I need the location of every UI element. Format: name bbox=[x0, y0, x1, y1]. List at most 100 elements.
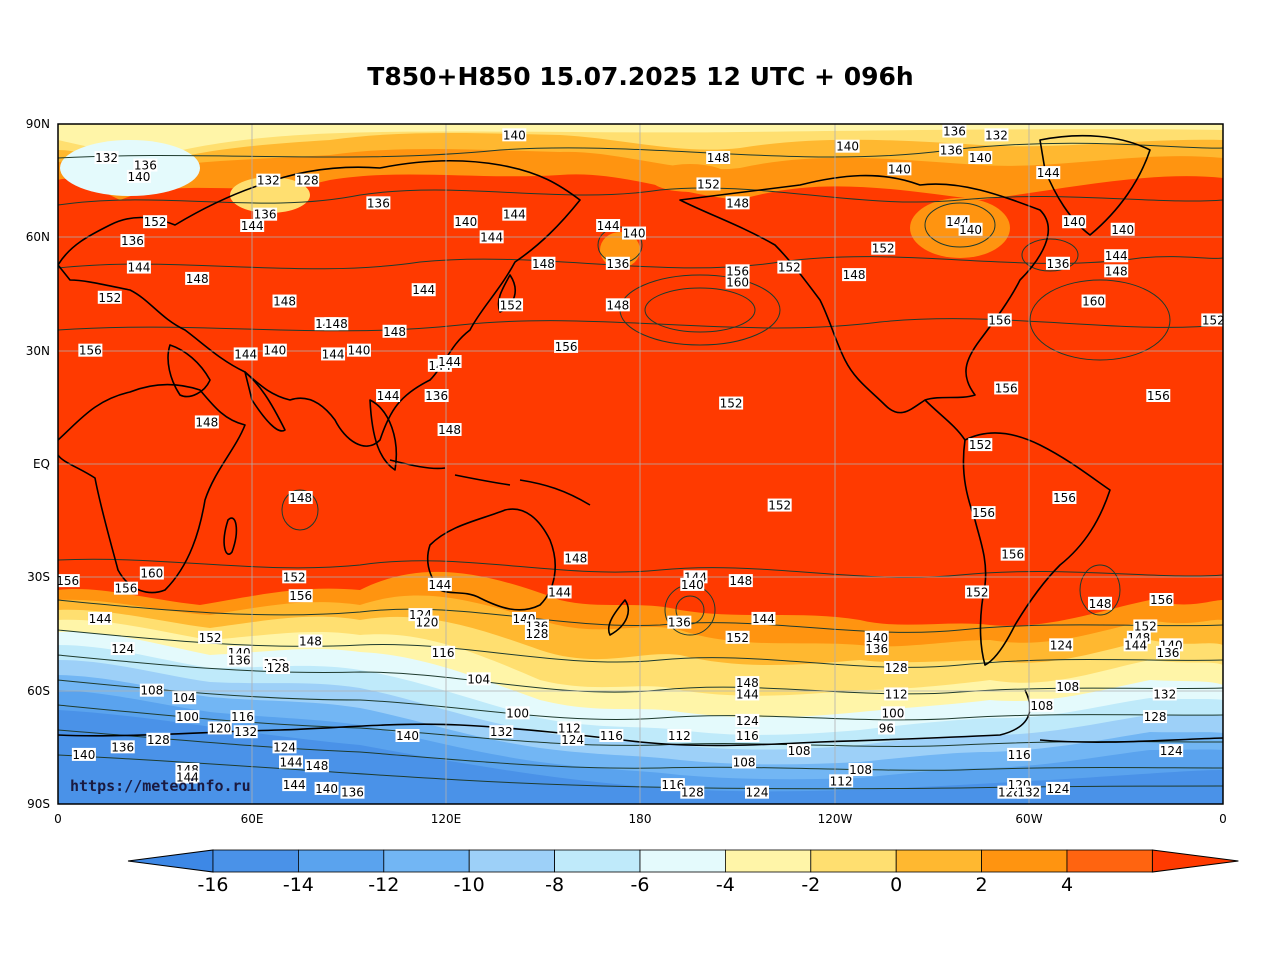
svg-text:136: 136 bbox=[606, 257, 629, 271]
contour-label: 140 bbox=[968, 151, 993, 165]
svg-text:132: 132 bbox=[95, 151, 118, 165]
contour-label: 128 bbox=[680, 785, 705, 800]
contour-label: 140 bbox=[835, 139, 860, 154]
svg-text:128: 128 bbox=[296, 174, 319, 188]
svg-text:124: 124 bbox=[746, 786, 769, 800]
contour-label: 144 bbox=[547, 585, 572, 599]
contour-label: 144 bbox=[411, 283, 436, 297]
svg-text:152: 152 bbox=[199, 631, 222, 645]
contour-label: 160 bbox=[139, 566, 164, 581]
southern-cool-region bbox=[58, 710, 1223, 804]
svg-text:136: 136 bbox=[1157, 646, 1180, 660]
svg-text:124: 124 bbox=[1050, 638, 1073, 652]
contour-label: 144 bbox=[321, 347, 346, 361]
svg-text:152: 152 bbox=[872, 242, 895, 256]
svg-text:144: 144 bbox=[1037, 166, 1060, 180]
contour-label: 132 bbox=[233, 725, 258, 739]
colorbar-label: -6 bbox=[630, 874, 650, 896]
contour-label: 156 bbox=[113, 581, 138, 596]
contour-label: 124 bbox=[560, 732, 585, 747]
x-tick-180: 180 bbox=[628, 812, 652, 826]
svg-text:152: 152 bbox=[144, 215, 167, 229]
contour-label: 152 bbox=[777, 260, 802, 275]
contour-label: 136 bbox=[1045, 256, 1070, 271]
svg-text:120: 120 bbox=[415, 616, 438, 630]
x-tick-60e: 60E bbox=[240, 812, 264, 826]
svg-text:160: 160 bbox=[140, 567, 163, 581]
svg-text:132: 132 bbox=[234, 725, 257, 739]
map-frame bbox=[57, 123, 1224, 805]
svg-text:108: 108 bbox=[849, 763, 872, 777]
contour-label: 144 bbox=[1123, 638, 1148, 652]
contour-label: 148 bbox=[1088, 596, 1113, 611]
svg-text:108: 108 bbox=[788, 744, 811, 758]
svg-text:144: 144 bbox=[597, 219, 620, 233]
contour-label: 108 bbox=[1055, 679, 1080, 694]
svg-text:156: 156 bbox=[56, 574, 79, 588]
contour-label: 128 bbox=[884, 661, 909, 675]
svg-text:128: 128 bbox=[681, 786, 704, 800]
contour-label: 140 bbox=[887, 162, 912, 176]
eurasia-outline bbox=[58, 159, 581, 447]
x-tick-0-east: 0 bbox=[1219, 812, 1227, 826]
svg-text:136: 136 bbox=[367, 196, 390, 210]
svg-text:144: 144 bbox=[548, 585, 571, 599]
contour-label: 140 bbox=[314, 781, 339, 796]
contour-label: 136 bbox=[133, 158, 158, 173]
contour-label: 140 bbox=[680, 577, 705, 592]
svg-text:156: 156 bbox=[555, 340, 578, 354]
contour-label: 124 bbox=[745, 785, 769, 800]
svg-text:144: 144 bbox=[1124, 638, 1147, 652]
svg-text:156: 156 bbox=[1150, 593, 1173, 607]
arctic-cool-region bbox=[58, 124, 1223, 165]
svg-text:148: 148 bbox=[606, 298, 629, 312]
svg-text:152: 152 bbox=[768, 499, 791, 513]
svg-text:128: 128 bbox=[147, 733, 170, 747]
svg-text:140: 140 bbox=[969, 151, 992, 165]
north-america-outline bbox=[679, 174, 1050, 414]
contour-label: 152 bbox=[871, 241, 896, 256]
svg-text:124: 124 bbox=[111, 642, 134, 656]
contour-label: 96 bbox=[877, 721, 895, 735]
y-tick-30s: 30S bbox=[27, 570, 50, 584]
contour-label: 140 bbox=[126, 169, 151, 184]
svg-text:156: 156 bbox=[995, 381, 1018, 395]
svg-text:148: 148 bbox=[273, 295, 296, 309]
contour-label: 140 bbox=[346, 343, 371, 358]
svg-text:156: 156 bbox=[1053, 491, 1076, 505]
svg-text:148: 148 bbox=[1105, 264, 1128, 278]
svg-text:152: 152 bbox=[98, 291, 121, 305]
contour-label: 144 bbox=[240, 219, 265, 233]
contour-label: 116 bbox=[1007, 747, 1032, 762]
contour-label: 136 bbox=[424, 389, 449, 403]
svg-text:144: 144 bbox=[752, 612, 775, 626]
svg-text:116: 116 bbox=[432, 646, 455, 660]
contour-label: 156 bbox=[1146, 389, 1171, 403]
contour-label: 144 bbox=[1104, 249, 1129, 263]
svg-text:144: 144 bbox=[234, 347, 257, 361]
contour-label: 156 bbox=[78, 343, 103, 358]
contour-label: 108 bbox=[848, 763, 873, 777]
contour-label: 152 bbox=[965, 585, 990, 599]
svg-text:140: 140 bbox=[315, 782, 338, 796]
svg-text:112: 112 bbox=[558, 721, 581, 735]
colorbar-label: 0 bbox=[890, 874, 903, 896]
svg-text:112: 112 bbox=[830, 774, 853, 788]
svg-text:116: 116 bbox=[1008, 748, 1031, 762]
contour-label: 148 bbox=[706, 151, 731, 165]
svg-text:144: 144 bbox=[127, 261, 150, 275]
contour-label: 140 bbox=[864, 630, 889, 645]
contour-label: 120 bbox=[414, 615, 439, 630]
contour-label: 156 bbox=[971, 506, 996, 520]
watermark: https://meteoinfo.ru bbox=[70, 777, 251, 795]
svg-text:144: 144 bbox=[176, 771, 199, 785]
y-tick-90s: 90S bbox=[27, 797, 50, 811]
contour-label: 152 bbox=[725, 630, 750, 645]
svg-text:152: 152 bbox=[966, 585, 989, 599]
svg-text:140: 140 bbox=[836, 140, 859, 154]
svg-text:140: 140 bbox=[127, 170, 150, 184]
y-tick-60n: 60N bbox=[25, 230, 50, 244]
south-america-outline bbox=[962, 432, 1111, 666]
svg-text:140: 140 bbox=[1111, 223, 1134, 237]
contour-label: 148 bbox=[185, 271, 210, 286]
